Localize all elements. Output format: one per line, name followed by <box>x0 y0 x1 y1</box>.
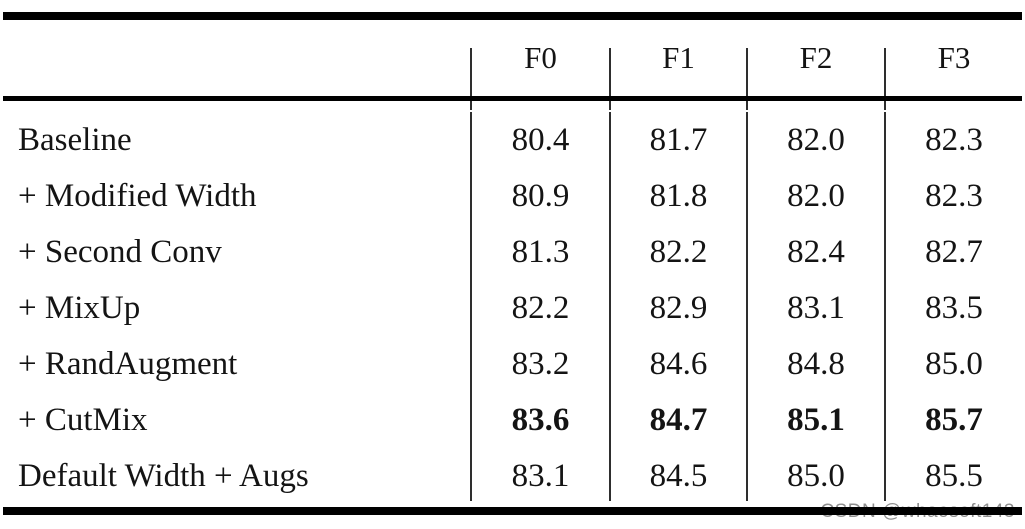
column-divider <box>609 48 611 110</box>
column-header-f0: F0 <box>524 40 557 75</box>
column-header-f2: F2 <box>799 40 833 75</box>
cell-value: 85.5 <box>925 457 983 494</box>
column-divider <box>470 48 472 110</box>
cell-value: 83.2 <box>511 345 570 382</box>
cell-value: 83.6 <box>511 401 570 438</box>
table-row: + MixUp 82.2 82.9 83.1 83.5 <box>0 280 1025 336</box>
cell-value: 85.7 <box>925 401 983 438</box>
column-divider <box>470 112 472 501</box>
cell-value: 83.1 <box>511 457 570 494</box>
cell-value: 84.8 <box>787 345 845 382</box>
cell-value: 80.9 <box>511 177 570 214</box>
table-row: Default Width + Augs 83.1 84.5 85.0 85.5 <box>0 448 1025 504</box>
cell-value: 82.3 <box>925 177 983 214</box>
cell-value: 85.1 <box>787 401 845 438</box>
cell-value: 83.5 <box>925 289 983 326</box>
column-header-f1: F1 <box>662 40 695 75</box>
cell-value: 82.2 <box>511 289 570 326</box>
table-body: Baseline 80.4 81.7 82.0 82.3 + Modified … <box>0 101 1025 504</box>
cell-value: 80.4 <box>511 121 570 158</box>
cell-value: 84.6 <box>649 345 708 382</box>
column-divider <box>884 48 886 110</box>
row-label: Baseline <box>18 121 132 158</box>
row-label: + Second Conv <box>18 233 222 270</box>
cell-value: 81.7 <box>649 121 708 158</box>
cell-value: 82.0 <box>787 177 845 214</box>
row-label: + Modified Width <box>18 177 257 214</box>
cell-value: 81.3 <box>511 233 570 270</box>
table-row: + CutMix 83.6 84.7 85.1 85.7 <box>0 392 1025 448</box>
row-label: + RandAugment <box>18 345 238 382</box>
column-divider <box>884 112 886 501</box>
table-row: + Second Conv 81.3 82.2 82.4 82.7 <box>0 224 1025 280</box>
cell-value: 82.3 <box>925 121 983 158</box>
column-divider <box>746 112 748 501</box>
cell-value: 82.2 <box>649 233 708 270</box>
table-rule-bottom <box>3 507 1022 515</box>
cell-value: 81.8 <box>649 177 708 214</box>
table-header-row: F0 F1 F2 F3 <box>0 20 1025 110</box>
table-row: Baseline 80.4 81.7 82.0 82.3 <box>0 112 1025 168</box>
table-row: + Modified Width 80.9 81.8 82.0 82.3 <box>0 168 1025 224</box>
row-label: + CutMix <box>18 401 148 438</box>
column-header-f3: F3 <box>937 40 971 75</box>
cell-value: 82.0 <box>787 121 845 158</box>
cell-value: 85.0 <box>925 345 983 382</box>
column-divider <box>609 112 611 501</box>
cell-value: 82.7 <box>925 233 983 270</box>
table-rule-top <box>3 12 1022 20</box>
cell-value: 84.7 <box>649 401 708 438</box>
table-rule-header-bottom <box>3 96 1022 101</box>
column-divider <box>746 48 748 110</box>
row-label: + MixUp <box>18 289 141 326</box>
cell-value: 84.5 <box>649 457 708 494</box>
cell-value: 82.9 <box>649 289 708 326</box>
cell-value: 83.1 <box>787 289 845 326</box>
cell-value: 82.4 <box>787 233 845 270</box>
table-row: + RandAugment 83.2 84.6 84.8 85.0 <box>0 336 1025 392</box>
row-label: Default Width + Augs <box>18 457 309 494</box>
cell-value: 85.0 <box>787 457 845 494</box>
